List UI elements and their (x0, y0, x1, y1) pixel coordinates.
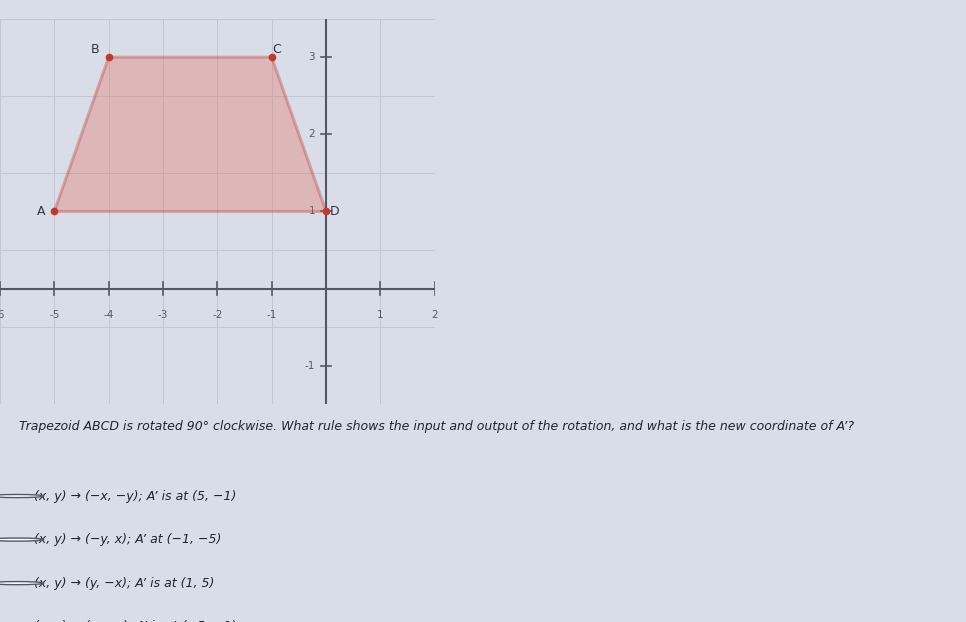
Text: 1: 1 (308, 207, 315, 216)
Text: -1: -1 (305, 361, 315, 371)
Text: C: C (272, 43, 281, 56)
Text: (x, y) → (x, −y); A’ is at (−5, −1): (x, y) → (x, −y); A’ is at (−5, −1) (34, 620, 236, 622)
Text: B: B (91, 43, 99, 56)
Text: (x, y) → (−x, −y); A’ is at (5, −1): (x, y) → (−x, −y); A’ is at (5, −1) (34, 490, 236, 503)
Text: (x, y) → (−y, x); A’ at (−1, −5): (x, y) → (−y, x); A’ at (−1, −5) (34, 533, 221, 546)
Text: -3: -3 (157, 310, 168, 320)
Circle shape (0, 538, 43, 541)
Text: A: A (37, 205, 45, 218)
Text: 1: 1 (377, 310, 384, 320)
Text: -5: -5 (49, 310, 60, 320)
Text: (x, y) → (y, −x); A’ is at (1, 5): (x, y) → (y, −x); A’ is at (1, 5) (34, 577, 214, 590)
Text: 2: 2 (308, 129, 315, 139)
Text: D: D (329, 205, 339, 218)
Text: 2: 2 (432, 310, 438, 320)
Text: -1: -1 (267, 310, 277, 320)
Polygon shape (54, 57, 327, 211)
Circle shape (0, 494, 43, 498)
Text: -6: -6 (0, 310, 5, 320)
Text: Trapezoid ABCD is rotated 90° clockwise. What rule shows the input and output of: Trapezoid ABCD is rotated 90° clockwise.… (19, 420, 854, 434)
Text: 3: 3 (308, 52, 315, 62)
Text: -4: -4 (103, 310, 114, 320)
Text: -2: -2 (213, 310, 222, 320)
Circle shape (0, 582, 43, 585)
